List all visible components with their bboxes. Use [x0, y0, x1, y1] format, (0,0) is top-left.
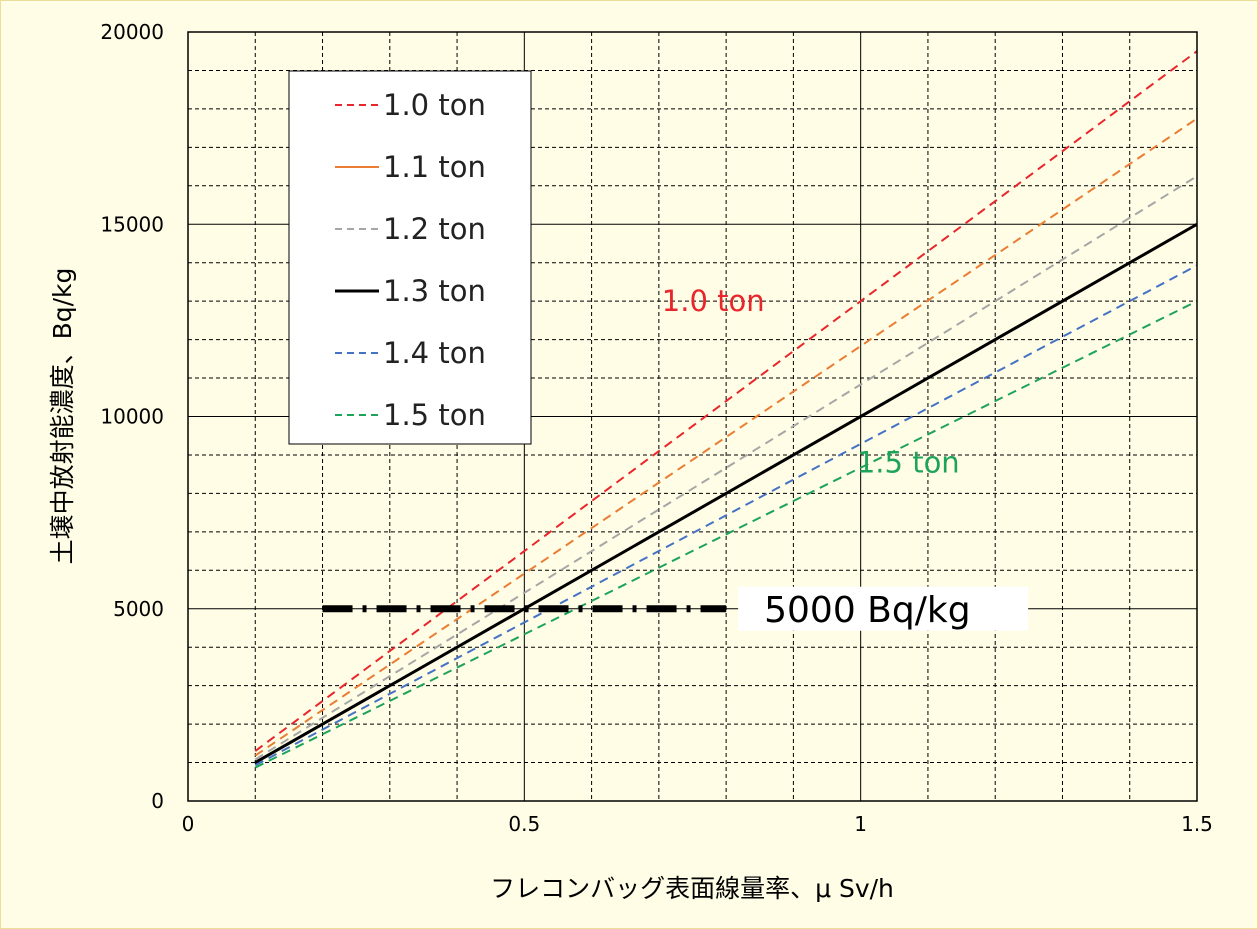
reference-line-label: 5000 Bq/kg — [764, 590, 970, 631]
y-tick-label: 0 — [151, 789, 164, 813]
series-annotation: 1.5 ton — [857, 446, 960, 480]
legend-box — [288, 70, 532, 445]
legend-entry-label: 1.4 ton — [383, 336, 486, 370]
plot-frame — [187, 31, 1198, 802]
x-tick-label: 0 — [182, 812, 195, 836]
reference-line-group: 5000 Bq/kg — [322, 586, 1029, 631]
series-line-1-4-ton — [254, 264, 1198, 767]
y-tick-labels: 0 5000 10000 15000 20000 — [100, 20, 164, 813]
x-axis-title: フレコンバッグ表面線量率、μ Sv/h — [490, 874, 894, 903]
series-lines — [254, 50, 1198, 769]
x-tick-label: 1 — [854, 812, 867, 836]
legend-entry-label: 1.2 ton — [383, 212, 486, 246]
reference-label-bg — [738, 586, 1029, 631]
legend: 1.0 ton 1.1 ton 1.2 ton 1.3 ton 1.4 ton 1.5 t… — [288, 70, 532, 445]
plot-border — [187, 31, 1198, 802]
annotations: 1.0 ton 1.5 ton — [662, 284, 960, 479]
y-axis-title: 土壌中放射能濃度、Bq/kg — [48, 268, 77, 565]
y-tick-label: 5000 — [113, 597, 164, 621]
y-tick-label: 15000 — [100, 212, 164, 236]
legend-entry-label: 1.3 ton — [383, 274, 486, 308]
x-tick-label: 1.5 — [1181, 812, 1213, 836]
series-line-1-2-ton — [254, 175, 1198, 761]
legend-entry-label: 1.0 ton — [383, 88, 486, 122]
series-line-1-5-ton — [254, 300, 1198, 769]
x-tick-labels: 0 0.5 1 1.5 — [182, 812, 1213, 836]
series-line-1-3-ton — [254, 222, 1198, 764]
series-line-1-0-ton — [254, 50, 1198, 752]
legend-entry-label: 1.1 ton — [383, 150, 486, 184]
y-tick-label: 20000 — [100, 20, 164, 44]
x-tick-label: 0.5 — [508, 812, 540, 836]
y-tick-label: 10000 — [100, 405, 164, 429]
minor-grid — [188, 32, 1197, 801]
series-line-1-1-ton — [254, 117, 1198, 757]
legend-entry-label: 1.5 ton — [383, 398, 486, 432]
series-annotation: 1.0 ton — [662, 284, 765, 318]
